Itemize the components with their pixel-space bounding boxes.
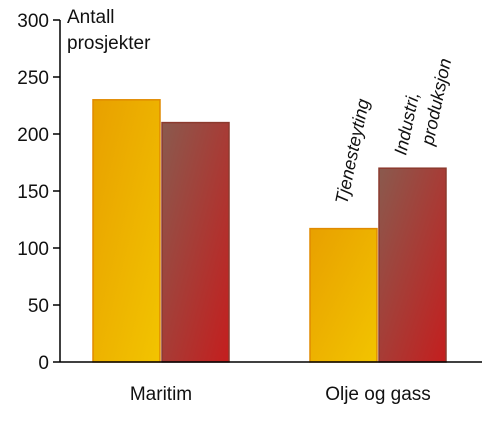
y-axis-ticks: 0 50 100 150 200 250 300	[17, 11, 60, 374]
y-axis-label-line-1: Antall	[67, 7, 115, 28]
x-axis-category-labels: Maritim Olje og gass	[130, 384, 431, 405]
bars	[92, 99, 447, 363]
y-tick-label: 200	[17, 125, 49, 146]
y-axis-label-line-2: prosjekter	[67, 33, 151, 54]
x-category-label: Olje og gass	[325, 384, 431, 405]
series-label-industri-line-1: Industri,	[390, 90, 423, 157]
y-tick-label: 250	[17, 68, 49, 89]
y-tick-label: 300	[17, 11, 49, 32]
bar-series0-cat0	[92, 99, 161, 363]
y-tick-label: 0	[38, 353, 49, 374]
series-label-tjenesteyting: Tjenesteyting	[331, 97, 373, 206]
bar-series1-cat0	[161, 121, 230, 363]
x-category-label: Maritim	[130, 384, 192, 405]
y-tick-label: 50	[28, 296, 49, 317]
y-tick-label: 100	[17, 239, 49, 260]
bar-series1-cat1	[378, 167, 447, 363]
series-label-industri-line-2: produksjon	[417, 57, 455, 148]
y-tick-label: 150	[17, 182, 49, 203]
bar-series0-cat1	[309, 227, 378, 363]
